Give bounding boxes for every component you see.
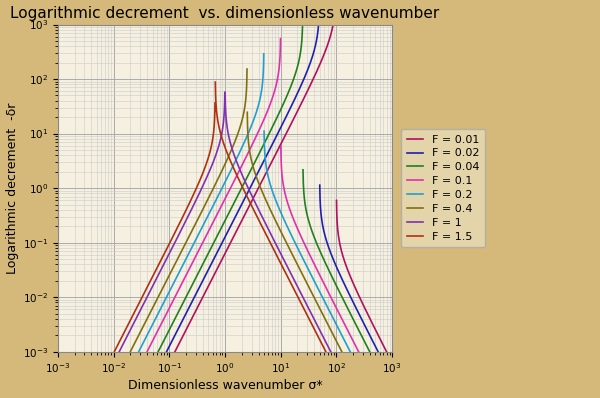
X-axis label: Dimensionless wavenumber σ*: Dimensionless wavenumber σ* (128, 379, 322, 392)
F = 1 (266, 230, 274, 235)
F = 0.01 (175, 341, 182, 346)
F = 0.2 (320, 297, 327, 302)
F = 0.4 (320, 313, 327, 318)
F = 0.04 (302, 205, 309, 210)
F = 1 (252, 201, 259, 206)
Y-axis label: Logarithmic decrement  -δr: Logarithmic decrement -δr (5, 102, 19, 274)
F = 1.5 (320, 345, 327, 349)
F = 0.02 (175, 325, 182, 330)
Line: F = 0.2: F = 0.2 (130, 54, 359, 368)
F = 1 (175, 232, 182, 237)
F = 0.4 (175, 254, 182, 259)
F = 0.1 (302, 244, 309, 249)
Line: F = 0.04: F = 0.04 (150, 15, 378, 368)
F = 0.01 (320, 53, 327, 58)
F = 0.02 (266, 146, 274, 151)
Legend: F = 0.01, F = 0.02, F = 0.04, F = 0.1, F = 0.2, F = 0.4, F = 1, F = 1.5: F = 0.01, F = 0.02, F = 0.04, F = 0.1, F… (401, 129, 485, 247)
F = 0.01 (388, 360, 395, 365)
Line: F = 1.5: F = 1.5 (106, 82, 334, 368)
F = 0.04 (266, 129, 274, 134)
F = 0.2 (175, 271, 182, 275)
F = 0.4 (302, 278, 309, 283)
F = 1.5 (252, 211, 259, 216)
Line: F = 0.1: F = 0.1 (139, 39, 367, 368)
F = 0.04 (320, 256, 327, 261)
F = 0.1 (252, 135, 259, 140)
F = 0.4 (266, 207, 274, 212)
Line: F = 0.4: F = 0.4 (122, 69, 350, 368)
F = 1.5 (302, 310, 309, 314)
F = 0.1 (266, 102, 274, 107)
F = 0.1 (320, 280, 327, 285)
F = 0.04 (252, 158, 259, 163)
F = 0.02 (302, 72, 309, 77)
F = 1 (302, 300, 309, 305)
F = 0.01 (302, 92, 309, 97)
F = 1.5 (175, 222, 182, 227)
F = 0.2 (266, 182, 274, 187)
F = 0.1 (175, 287, 182, 292)
F = 0.2 (252, 112, 259, 117)
F = 0.01 (252, 191, 259, 196)
F = 1 (320, 335, 327, 340)
F = 0.01 (266, 163, 274, 168)
F = 0.02 (320, 227, 327, 232)
Line: F = 0.02: F = 0.02 (158, 9, 386, 368)
F = 1.5 (266, 240, 274, 245)
F = 0.2 (302, 261, 309, 266)
Line: F = 0.01: F = 0.01 (167, 8, 392, 368)
F = 0.4 (252, 172, 259, 177)
F = 0.04 (175, 309, 182, 314)
Title: Logarithmic decrement  vs. dimensionless wavenumber: Logarithmic decrement vs. dimensionless … (10, 6, 440, 21)
F = 0.02 (252, 175, 259, 179)
Line: F = 1: F = 1 (111, 92, 339, 368)
